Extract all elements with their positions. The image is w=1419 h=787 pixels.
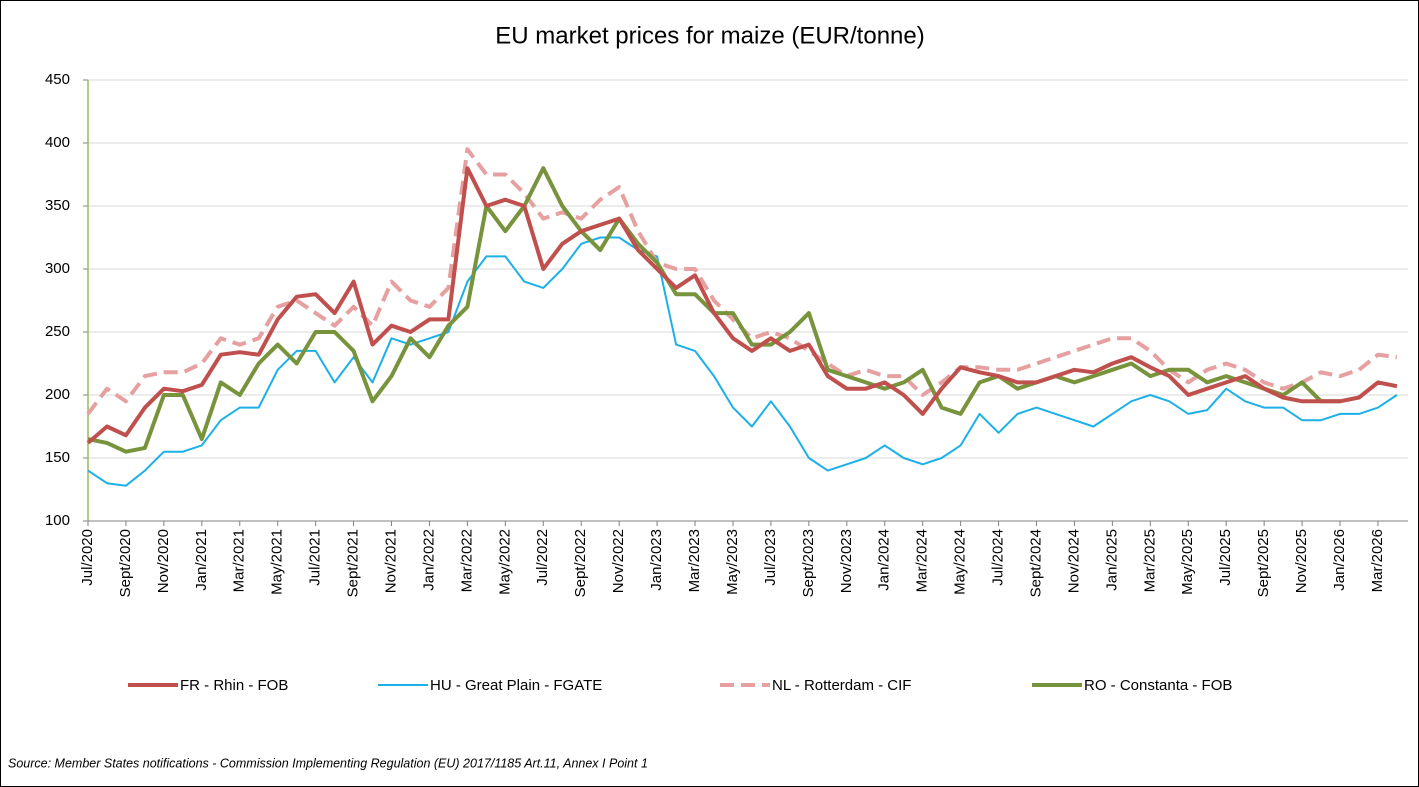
x-tick-label: May/2024: [952, 529, 969, 595]
x-tick-label: Jan/2023: [648, 529, 665, 591]
x-tick-label: Jan/2022: [420, 529, 437, 591]
x-tick-label: Sept/2025: [1255, 529, 1272, 597]
x-tick-label: Jan/2024: [876, 529, 893, 591]
x-tick-label: Jul/2023: [762, 529, 779, 586]
y-tick-label: 150: [45, 449, 70, 466]
source-note: Source: Member States notifications - Co…: [8, 756, 648, 770]
x-tick-label: Jan/2025: [1103, 529, 1120, 591]
x-tick-label: Sept/2020: [117, 529, 134, 597]
x-tick-label: Nov/2023: [838, 529, 855, 593]
x-tick-label: Sept/2024: [1027, 529, 1044, 597]
x-tick-label: Jul/2021: [307, 529, 324, 586]
x-tick-label: Mar/2026: [1369, 529, 1386, 592]
x-tick-label: Sept/2023: [800, 529, 817, 597]
y-tick-label: 300: [45, 260, 70, 277]
x-tick-label: Jul/2022: [534, 529, 551, 586]
x-tick-label: Nov/2021: [382, 529, 399, 593]
x-tick-label: Mar/2024: [914, 529, 931, 592]
legend-label: NL - Rotterdam - CIF: [772, 677, 911, 694]
x-tick-label: Jul/2020: [79, 529, 96, 586]
chart-title: EU market prices for maize (EUR/tonne): [495, 22, 924, 49]
y-tick-label: 350: [45, 197, 70, 214]
x-tick-label: Nov/2022: [610, 529, 627, 593]
x-tick-label: Nov/2025: [1293, 529, 1310, 593]
legend-label: HU - Great Plain - FGATE: [430, 677, 602, 694]
y-tick-label: 400: [45, 134, 70, 151]
y-tick-label: 100: [45, 512, 70, 529]
series-line: [86, 166, 1398, 445]
x-tick-label: Sept/2021: [345, 529, 362, 597]
x-tick-label: Mar/2023: [686, 529, 703, 592]
x-tick-label: May/2025: [1179, 529, 1196, 595]
x-tick-label: Nov/2024: [1065, 529, 1082, 593]
x-tick-label: Jan/2026: [1331, 529, 1348, 591]
legend-label: RO - Constanta - FOB: [1084, 677, 1232, 694]
x-tick-label: Sept/2022: [572, 529, 589, 597]
legend-label: FR - Rhin - FOB: [180, 677, 288, 694]
x-tick-label: Mar/2021: [231, 529, 248, 592]
x-tick-label: May/2023: [724, 529, 741, 595]
y-tick-label: 200: [45, 386, 70, 403]
x-tick-label: Mar/2022: [458, 529, 475, 592]
y-tick-label: 250: [45, 323, 70, 340]
x-tick-label: Jul/2025: [1217, 529, 1234, 586]
y-tick-label: 450: [45, 71, 70, 88]
x-tick-label: Jan/2021: [193, 529, 210, 591]
x-tick-label: May/2022: [496, 529, 513, 595]
x-tick-label: Jul/2024: [990, 529, 1007, 586]
x-tick-label: May/2021: [269, 529, 286, 595]
x-tick-label: Mar/2025: [1141, 529, 1158, 592]
x-tick-label: Nov/2020: [155, 529, 172, 593]
